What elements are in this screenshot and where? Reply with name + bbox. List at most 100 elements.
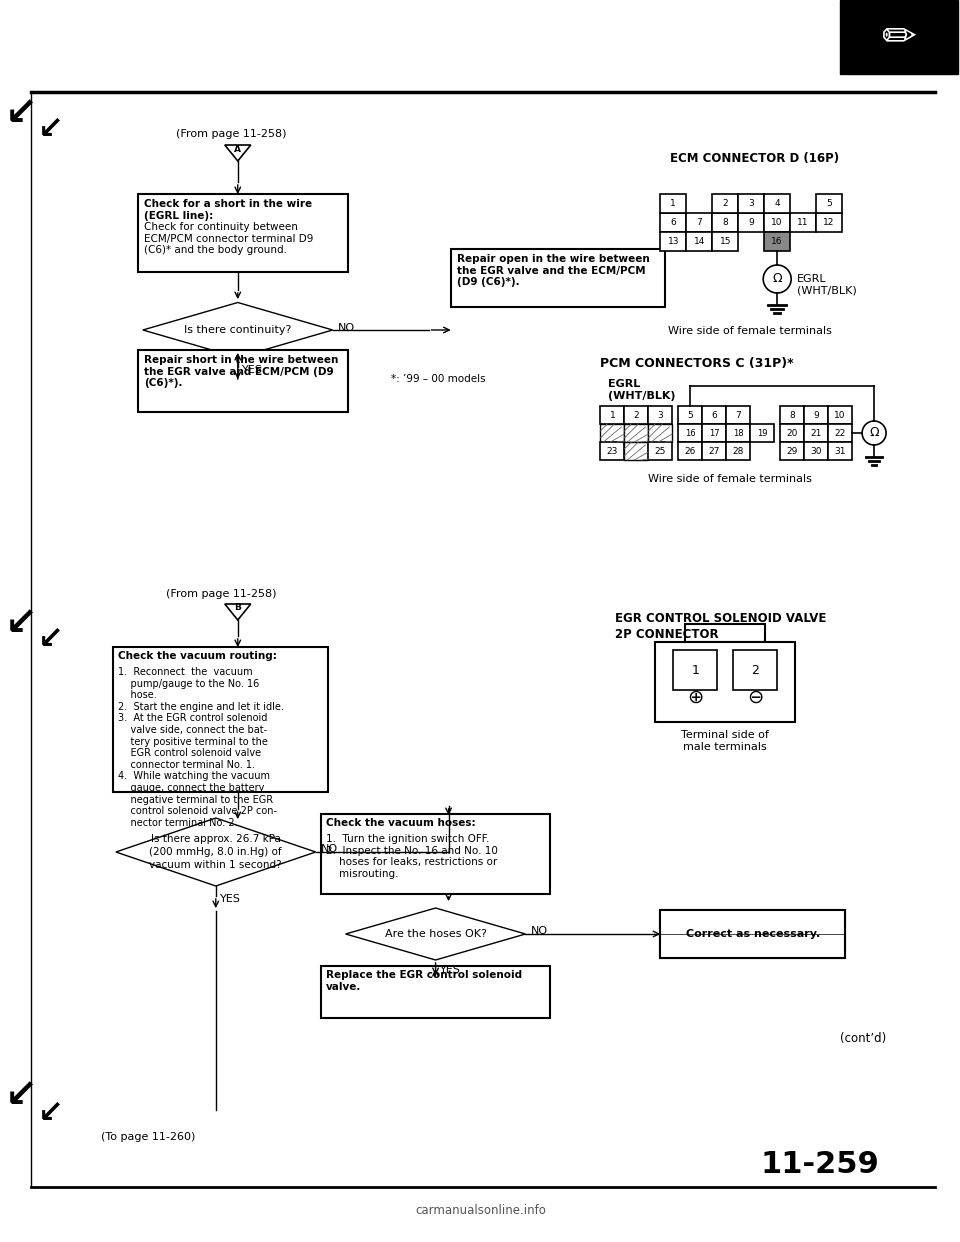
Bar [733, 650, 778, 691]
Text: Ω: Ω [869, 426, 879, 440]
Bar [113, 647, 327, 792]
Bar [703, 424, 727, 442]
Text: 8: 8 [722, 219, 728, 227]
Bar [727, 442, 750, 460]
Text: YES: YES [440, 965, 461, 975]
Text: Are the hoses OK?: Are the hoses OK? [385, 929, 487, 939]
Bar [686, 232, 712, 251]
Text: 21: 21 [810, 428, 822, 437]
Bar [816, 194, 842, 212]
Text: (200 mmHg, 8.0 in.Hg) of: (200 mmHg, 8.0 in.Hg) of [150, 847, 282, 857]
Bar [738, 212, 764, 232]
Text: 5: 5 [687, 411, 693, 420]
Text: *: ’99 – 00 models: *: ’99 – 00 models [391, 374, 485, 384]
Bar [727, 424, 750, 442]
Bar [648, 424, 672, 442]
Text: 3: 3 [658, 411, 663, 420]
Text: vacuum within 1 second?: vacuum within 1 second? [150, 859, 282, 869]
Text: $\bf{↙}$: $\bf{↙}$ [4, 1076, 34, 1113]
Text: 28: 28 [732, 447, 744, 456]
Bar [679, 406, 703, 424]
Text: 22: 22 [834, 428, 846, 437]
Bar [804, 424, 828, 442]
Text: 23: 23 [607, 447, 618, 456]
Text: 14: 14 [693, 237, 705, 246]
Text: 7: 7 [696, 219, 702, 227]
Bar [660, 194, 686, 212]
Text: Ω: Ω [773, 272, 782, 286]
Text: Repair open in the wire between
the EGR valve and the ECM/PCM
(D9 (C6)*).: Repair open in the wire between the EGR … [457, 255, 649, 287]
Bar [624, 442, 648, 460]
Text: YES: YES [220, 894, 241, 904]
Text: 1.  Reconnect  the  vacuum
    pump/gauge to the No. 16
    hose.
2.  Start the : 1. Reconnect the vacuum pump/gauge to th… [118, 667, 284, 828]
Bar [673, 650, 717, 691]
Bar [712, 194, 738, 212]
Bar [624, 424, 648, 442]
Text: carmanualsonline.info: carmanualsonline.info [415, 1203, 546, 1217]
Text: ECM CONNECTOR D (16P): ECM CONNECTOR D (16P) [670, 152, 839, 165]
Bar [828, 424, 852, 442]
Text: 11-259: 11-259 [760, 1150, 879, 1179]
Bar [660, 212, 686, 232]
Bar [840, 0, 958, 75]
Text: A: A [234, 144, 241, 154]
Text: EGR CONTROL SOLENOID VALVE: EGR CONTROL SOLENOID VALVE [615, 612, 827, 625]
Bar [780, 406, 804, 424]
Text: Wire side of female terminals: Wire side of female terminals [648, 474, 812, 484]
Bar [600, 406, 624, 424]
Text: 5: 5 [827, 199, 832, 207]
Bar [600, 424, 624, 442]
Text: EGRL
(WHT/BLK): EGRL (WHT/BLK) [609, 379, 676, 401]
Text: Is there approx. 26.7 kPa: Is there approx. 26.7 kPa [151, 833, 280, 845]
Text: Correct as necessary.: Correct as necessary. [685, 929, 820, 939]
Text: ⊕: ⊕ [687, 688, 704, 707]
Bar [321, 814, 550, 894]
Text: 16: 16 [772, 237, 783, 246]
Text: 4: 4 [775, 199, 780, 207]
Text: 2P CONNECTOR: 2P CONNECTOR [615, 628, 719, 641]
Text: 13: 13 [667, 237, 679, 246]
Text: Check for continuity between
ECM/PCM connector terminal D9
(C6)* and the body gr: Check for continuity between ECM/PCM con… [144, 222, 313, 255]
Text: (From page 11-258): (From page 11-258) [166, 589, 276, 599]
Text: YES: YES [242, 365, 263, 375]
Bar [712, 212, 738, 232]
Text: Check for a short in the wire
(EGRL line):: Check for a short in the wire (EGRL line… [144, 199, 312, 221]
Text: 15: 15 [719, 237, 731, 246]
Bar [679, 442, 703, 460]
Bar [656, 642, 795, 722]
Text: 2: 2 [752, 663, 759, 677]
Bar [660, 232, 686, 251]
Bar [712, 232, 738, 251]
Bar [790, 212, 816, 232]
Bar [764, 212, 790, 232]
Text: ⊖: ⊖ [747, 688, 763, 707]
Text: 10: 10 [772, 219, 783, 227]
Text: Check the vacuum routing:: Check the vacuum routing: [118, 651, 276, 661]
Text: 27: 27 [708, 447, 720, 456]
Bar [648, 406, 672, 424]
Text: PCM CONNECTORS C (31P)*: PCM CONNECTORS C (31P)* [600, 356, 794, 370]
Text: 7: 7 [735, 411, 741, 420]
Text: 10: 10 [834, 411, 846, 420]
Text: Check the vacuum hoses:: Check the vacuum hoses: [325, 818, 475, 828]
Text: (To page 11-260): (To page 11-260) [101, 1131, 195, 1141]
Bar [138, 194, 348, 272]
Text: (cont’d): (cont’d) [840, 1032, 886, 1045]
Bar [804, 406, 828, 424]
Text: Terminal side of
male terminals: Terminal side of male terminals [682, 730, 769, 751]
Bar [600, 442, 624, 460]
Polygon shape [225, 604, 251, 620]
Text: B: B [234, 604, 241, 612]
Text: 6: 6 [711, 411, 717, 420]
Text: 1: 1 [670, 199, 676, 207]
Bar [685, 623, 765, 642]
Text: 1: 1 [610, 411, 615, 420]
Bar [686, 212, 712, 232]
Bar [703, 406, 727, 424]
Text: 1: 1 [691, 663, 699, 677]
Text: 2: 2 [723, 199, 728, 207]
Bar [450, 248, 665, 307]
Bar [828, 442, 852, 460]
Polygon shape [225, 145, 251, 161]
Bar [780, 442, 804, 460]
